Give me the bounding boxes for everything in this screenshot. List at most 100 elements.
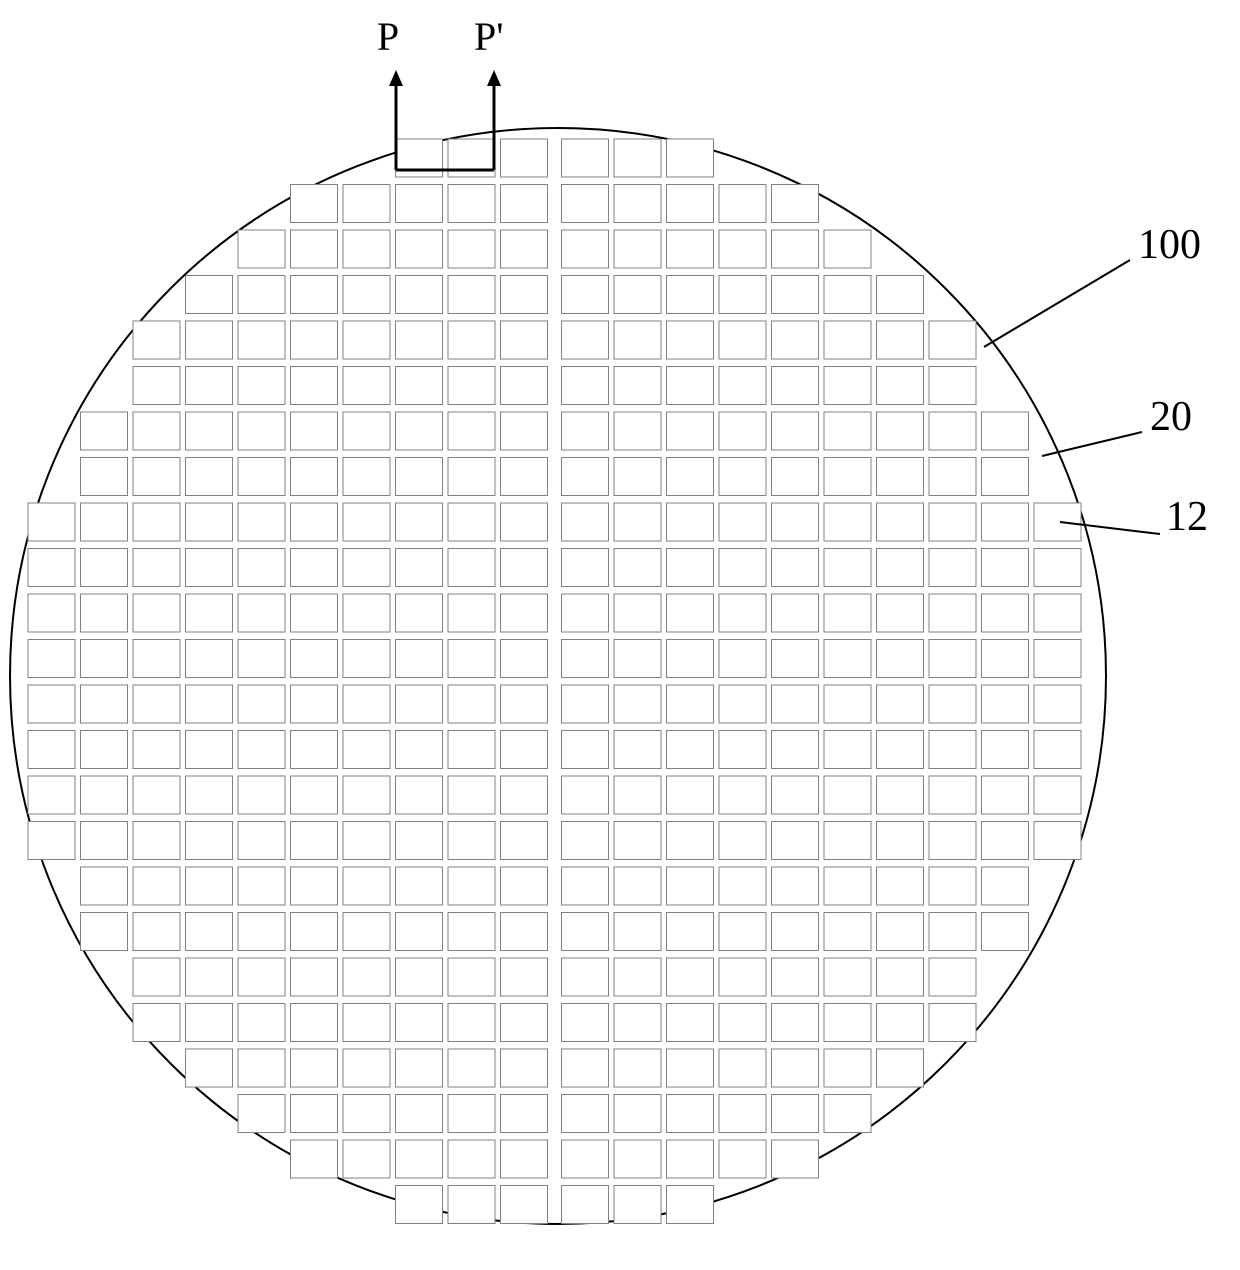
- die-cell: [614, 549, 661, 587]
- die-cell: [614, 867, 661, 905]
- die-cell: [81, 594, 128, 632]
- die-cell: [667, 185, 714, 223]
- die-cell: [772, 367, 819, 405]
- die-cell: [448, 276, 495, 314]
- die-cell: [824, 458, 871, 496]
- die-cell: [719, 276, 766, 314]
- die-cell: [186, 503, 233, 541]
- die-cell: [343, 640, 390, 678]
- die-cell: [396, 1095, 443, 1133]
- die-cell: [667, 276, 714, 314]
- die-cell: [396, 458, 443, 496]
- die-cell: [614, 731, 661, 769]
- die-cell: [1034, 594, 1081, 632]
- die-cell: [291, 731, 338, 769]
- die-cell: [719, 412, 766, 450]
- die-cell: [719, 685, 766, 723]
- die-cell: [81, 776, 128, 814]
- die-cell: [667, 321, 714, 359]
- die-cell: [877, 731, 924, 769]
- die-cell: [238, 867, 285, 905]
- die-cell: [719, 1095, 766, 1133]
- die-cell: [133, 731, 180, 769]
- die-cell: [291, 503, 338, 541]
- die-cell: [343, 276, 390, 314]
- die-cell: [186, 1004, 233, 1042]
- diagram-svg: PP'1002012: [0, 0, 1240, 1270]
- die-cell: [186, 731, 233, 769]
- die-cell: [291, 958, 338, 996]
- die-cell: [824, 685, 871, 723]
- die-cell: [81, 640, 128, 678]
- die-cell: [982, 549, 1029, 587]
- die-cell: [448, 321, 495, 359]
- die-cell: [186, 958, 233, 996]
- die-cell: [291, 276, 338, 314]
- die-cell: [133, 958, 180, 996]
- die-cell: [719, 731, 766, 769]
- label-p-prime: P': [474, 14, 503, 59]
- die-cell: [81, 458, 128, 496]
- die-cell: [186, 822, 233, 860]
- die-cell: [238, 321, 285, 359]
- die-cell: [501, 321, 548, 359]
- die-cell: [719, 640, 766, 678]
- die-cell: [614, 776, 661, 814]
- die-cell: [719, 549, 766, 587]
- die-cell: [238, 822, 285, 860]
- die-cell: [501, 594, 548, 632]
- die-cell: [562, 1004, 609, 1042]
- die-cell: [501, 1049, 548, 1087]
- die-cell: [291, 321, 338, 359]
- die-cell: [133, 685, 180, 723]
- die-cell: [562, 321, 609, 359]
- die-cell: [291, 185, 338, 223]
- die-cell: [929, 913, 976, 951]
- die-cell: [501, 867, 548, 905]
- die-cell: [448, 822, 495, 860]
- die-cell: [291, 549, 338, 587]
- die-cell: [396, 685, 443, 723]
- die-cell: [562, 367, 609, 405]
- die-cell: [877, 640, 924, 678]
- die-cell: [772, 640, 819, 678]
- die-cell: [667, 503, 714, 541]
- die-cell: [396, 731, 443, 769]
- die-cell: [562, 594, 609, 632]
- die-cell: [929, 412, 976, 450]
- die-cell: [396, 1049, 443, 1087]
- die-cell: [562, 139, 609, 177]
- die-cell: [562, 685, 609, 723]
- die-cell: [667, 1004, 714, 1042]
- die-cell: [343, 913, 390, 951]
- die-cell: [667, 594, 714, 632]
- die-cell: [824, 321, 871, 359]
- die-cell: [343, 458, 390, 496]
- die-cell: [291, 230, 338, 268]
- die-cell: [667, 822, 714, 860]
- die-cell: [133, 776, 180, 814]
- die-cell: [133, 594, 180, 632]
- die-cell: [291, 867, 338, 905]
- die-cell: [614, 412, 661, 450]
- die-cell: [824, 822, 871, 860]
- die-cell: [667, 1140, 714, 1178]
- die-cell: [667, 230, 714, 268]
- die-cell: [28, 822, 75, 860]
- die-cell: [396, 958, 443, 996]
- die-cell: [28, 503, 75, 541]
- die-cell: [238, 230, 285, 268]
- callout-label: 100: [1138, 222, 1201, 268]
- die-cell: [772, 230, 819, 268]
- die-cell: [396, 640, 443, 678]
- die-cell: [824, 1095, 871, 1133]
- die-cell: [877, 867, 924, 905]
- die-cell: [343, 1095, 390, 1133]
- die-cell: [396, 549, 443, 587]
- die-cell: [719, 1004, 766, 1042]
- die-cell: [133, 503, 180, 541]
- die-cell: [667, 412, 714, 450]
- die-cell: [824, 640, 871, 678]
- die-cell: [982, 412, 1029, 450]
- callout-label: 20: [1150, 394, 1192, 440]
